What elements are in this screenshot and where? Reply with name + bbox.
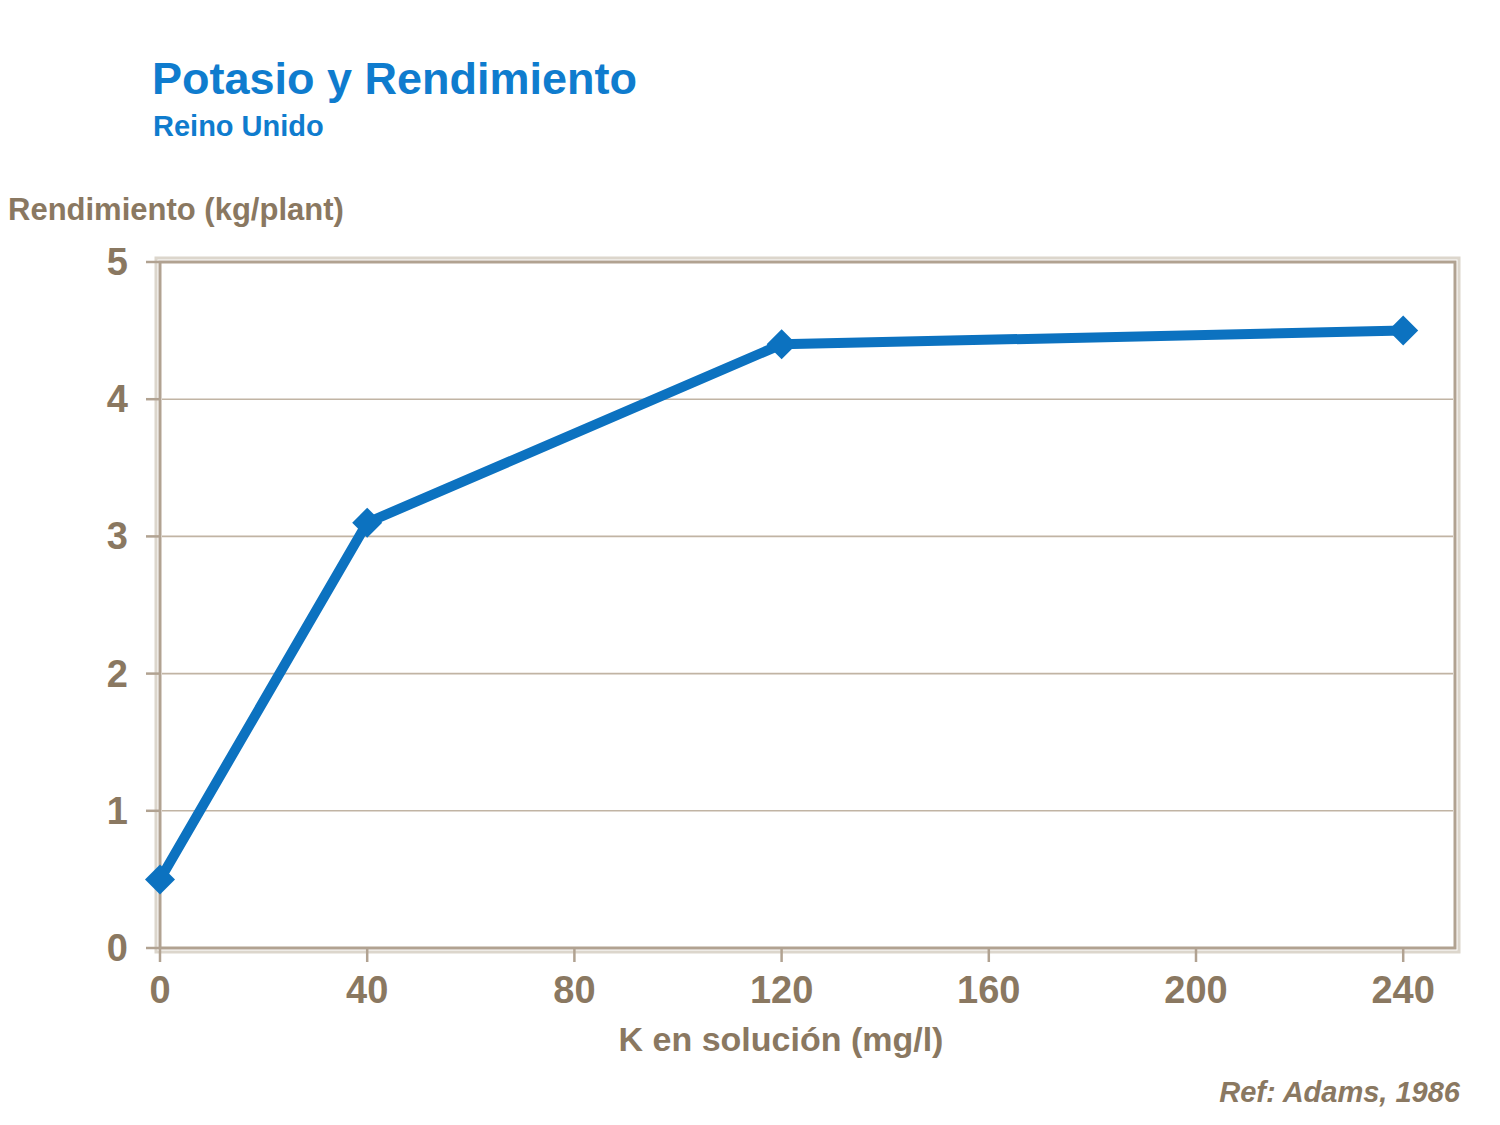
slide: Potasio y Rendimiento Reino Unido Rendim… [0, 0, 1500, 1125]
x-tick-label: 120 [750, 969, 813, 1011]
plot-frame [160, 262, 1455, 948]
x-tick-label: 40 [346, 969, 388, 1011]
y-tick-label: 4 [107, 378, 128, 420]
y-tick-label: 2 [107, 653, 128, 695]
line-chart-plot: 0 1 2 3 4 5 0 40 80 120 160 200 240 [0, 0, 1500, 1125]
x-tick-label: 160 [957, 969, 1020, 1011]
y-tick-label: 3 [107, 515, 128, 557]
x-tick-label: 0 [149, 969, 170, 1011]
x-axis-title: K en solución (mg/l) [619, 1020, 944, 1059]
x-tick-label: 80 [553, 969, 595, 1011]
x-tick-label: 240 [1371, 969, 1434, 1011]
y-tick-label: 1 [107, 790, 128, 832]
y-tick-label: 5 [107, 241, 128, 283]
x-tick-label: 200 [1164, 969, 1227, 1011]
y-tick-label: 0 [107, 927, 128, 969]
reference-citation: Ref: Adams, 1986 [1219, 1076, 1460, 1109]
